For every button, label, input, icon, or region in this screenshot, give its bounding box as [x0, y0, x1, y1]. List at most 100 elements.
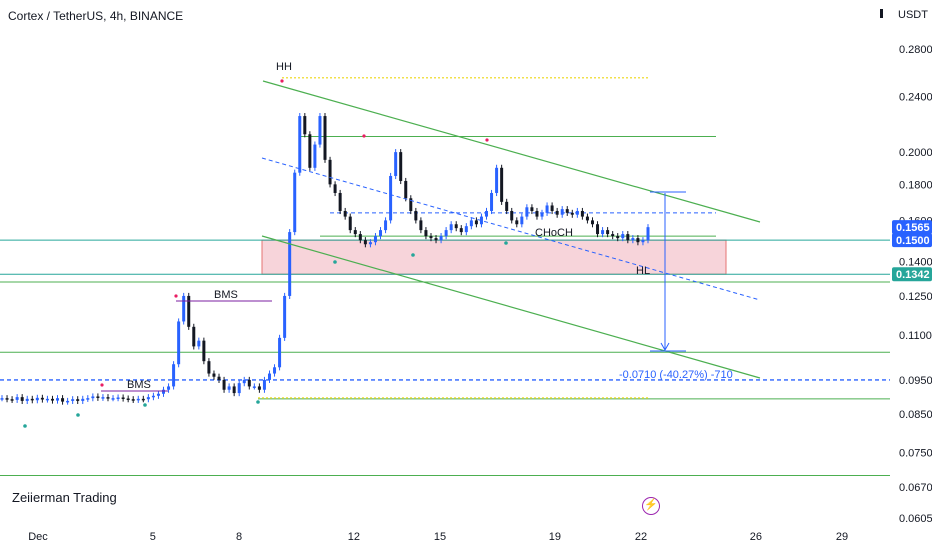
- candle-body: [505, 201, 509, 211]
- price-tick-label: 0.0750: [899, 447, 932, 459]
- candle-body: [101, 397, 105, 399]
- candle-body: [76, 399, 80, 401]
- candle-body: [414, 210, 418, 221]
- pivot-high-marker: [100, 383, 104, 387]
- candle-body: [262, 379, 266, 390]
- time-tick-label: 8: [236, 531, 242, 543]
- candle-body: [182, 295, 186, 322]
- candle-body: [363, 240, 367, 245]
- time-tick-label: 22: [635, 531, 647, 543]
- candle-body: [444, 230, 448, 237]
- candle-body: [459, 228, 463, 233]
- time-tick-label: 26: [750, 531, 762, 543]
- pivot-high-marker: [485, 138, 489, 142]
- pivot-high-marker: [174, 294, 178, 298]
- candle-body: [308, 134, 312, 168]
- candle-body: [424, 230, 428, 237]
- candle-body: [81, 398, 85, 401]
- candle-body: [323, 116, 327, 160]
- hh-label: HH: [276, 61, 292, 73]
- chart-levels: [0, 77, 890, 477]
- price-label-badge: [892, 267, 932, 282]
- candle-series: [0, 113, 650, 405]
- candle-body: [232, 386, 236, 394]
- lightning-icon[interactable]: ⚡: [642, 497, 660, 515]
- candle-body: [5, 398, 9, 400]
- time-tick-label: 5: [150, 531, 156, 543]
- candle-body: [293, 172, 297, 233]
- candle-body: [404, 180, 408, 199]
- candle-body: [61, 398, 65, 402]
- candle-body: [439, 236, 443, 241]
- currency-label[interactable]: USDT: [898, 9, 928, 21]
- candle-body: [515, 220, 519, 225]
- candle-body: [222, 379, 226, 390]
- hl-label: HL: [636, 265, 650, 277]
- candle-body: [636, 238, 640, 243]
- channel-upper-line: [262, 80, 761, 223]
- candle-body: [71, 399, 75, 401]
- candle-body: [585, 216, 589, 221]
- price-tick-label: 0.1100: [899, 330, 932, 342]
- candle-body: [56, 398, 60, 401]
- pivot-low-marker: [76, 413, 80, 417]
- candle-body: [469, 220, 473, 227]
- candle-body: [156, 393, 160, 396]
- candle-body: [187, 295, 191, 327]
- channel-lower-line: [261, 235, 761, 379]
- candle-body: [626, 234, 630, 241]
- price-tick-label: 0.1250: [899, 291, 932, 303]
- candle-body: [288, 232, 292, 296]
- candle-body: [106, 397, 110, 399]
- candle-body: [30, 398, 34, 401]
- price-tick-label: 0.0605: [899, 513, 932, 525]
- candle-body: [399, 152, 403, 181]
- candle-body: [565, 209, 569, 213]
- candle-body: [606, 230, 610, 235]
- candle-body: [267, 373, 271, 380]
- candle-body: [177, 321, 181, 365]
- pivot-low-marker: [504, 241, 508, 245]
- candle-body: [0, 398, 4, 400]
- currency-marker-icon: [880, 9, 883, 18]
- time-tick-label: 29: [836, 531, 848, 543]
- candle-body: [353, 230, 357, 235]
- price-label-text: 0.1500: [896, 235, 930, 247]
- candle-body: [162, 389, 165, 394]
- choch-label: CHoCH: [535, 227, 573, 239]
- bms-label: BMS: [214, 289, 238, 301]
- price-tick-label: 0.0850: [899, 409, 932, 421]
- candle-body: [368, 242, 372, 245]
- candle-body: [575, 210, 579, 215]
- candle-body: [146, 397, 150, 400]
- pivot-low-marker: [143, 403, 147, 407]
- candle-body: [338, 192, 342, 211]
- candle-body: [86, 398, 90, 400]
- candle-body: [474, 220, 478, 225]
- candle-body: [535, 210, 539, 217]
- candle-body: [646, 227, 650, 241]
- candle-body: [449, 224, 453, 231]
- price-label-text: 0.1565: [896, 222, 930, 234]
- candle-body: [333, 184, 337, 193]
- measure-arrow-head: [660, 342, 670, 352]
- pivot-low-marker: [411, 253, 415, 257]
- bms-label: BMS: [127, 379, 151, 391]
- candle-body: [611, 234, 615, 237]
- candle-body: [550, 205, 554, 211]
- price-axis: 0.28000.24000.20000.18000.16000.14000.12…: [892, 44, 932, 525]
- candle-body: [212, 373, 216, 377]
- candle-body: [641, 240, 645, 243]
- candle-body: [454, 224, 458, 229]
- candle-body: [464, 226, 468, 233]
- price-tick-label: 0.1400: [899, 256, 932, 268]
- candle-body: [384, 220, 388, 231]
- candle-body: [580, 210, 584, 217]
- candle-body: [172, 364, 176, 387]
- price-label-text: 0.1342: [896, 269, 930, 281]
- pivot-low-marker: [333, 260, 337, 264]
- candle-body: [479, 216, 483, 225]
- price-tick-label: 0.2000: [899, 147, 932, 159]
- watermark-text: Zeiierman Trading: [12, 490, 117, 505]
